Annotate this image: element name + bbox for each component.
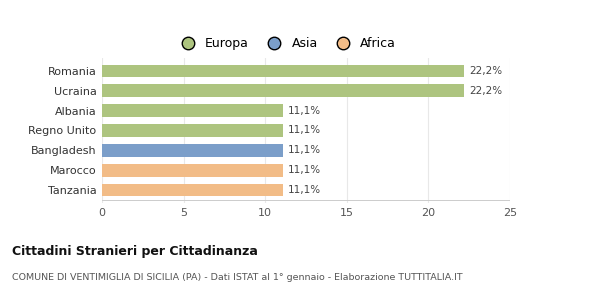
Text: Cittadini Stranieri per Cittadinanza: Cittadini Stranieri per Cittadinanza	[12, 245, 258, 258]
Text: 11,1%: 11,1%	[288, 165, 321, 175]
Bar	[102, 164, 283, 177]
Text: 22,2%: 22,2%	[469, 66, 502, 76]
Bar	[102, 104, 283, 117]
Text: 11,1%: 11,1%	[288, 126, 321, 135]
Text: 11,1%: 11,1%	[288, 106, 321, 116]
Text: 11,1%: 11,1%	[288, 145, 321, 155]
Bar	[102, 84, 464, 97]
Text: COMUNE DI VENTIMIGLIA DI SICILIA (PA) - Dati ISTAT al 1° gennaio - Elaborazione : COMUNE DI VENTIMIGLIA DI SICILIA (PA) - …	[12, 273, 463, 282]
Bar	[102, 184, 283, 196]
Legend: Europa, Asia, Africa: Europa, Asia, Africa	[170, 32, 401, 55]
Bar	[102, 124, 283, 137]
Text: 11,1%: 11,1%	[288, 185, 321, 195]
Text: 22,2%: 22,2%	[469, 86, 502, 96]
Bar	[102, 144, 283, 157]
Bar	[102, 65, 464, 77]
